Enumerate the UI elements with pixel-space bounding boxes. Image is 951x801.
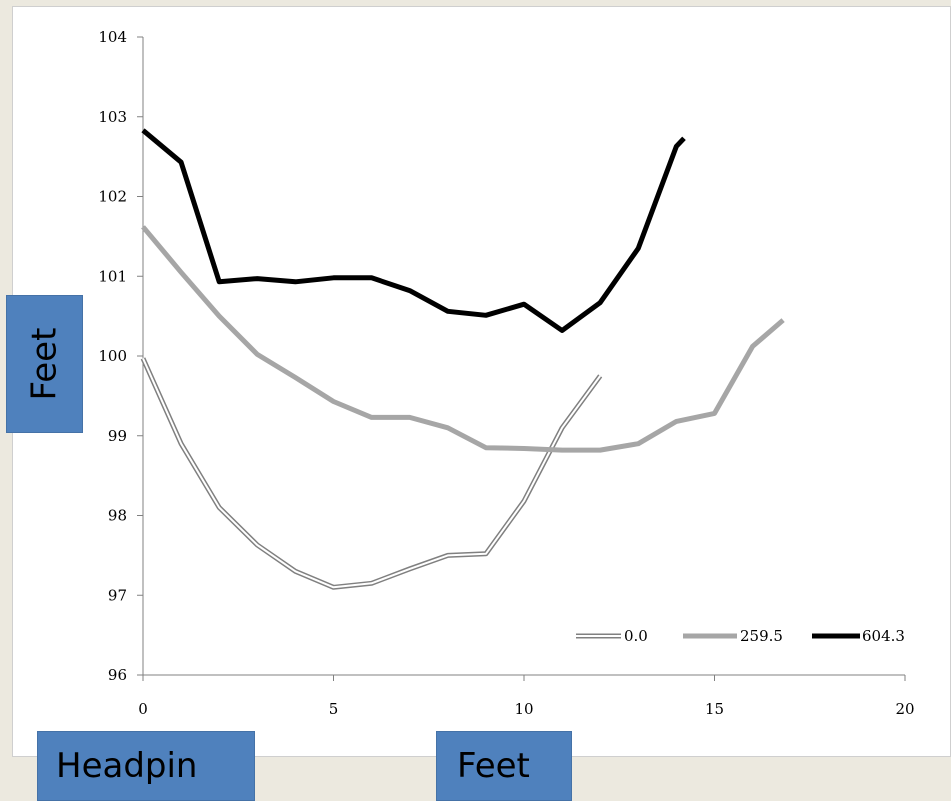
legend-label: 259.5 <box>740 627 783 645</box>
y-tick-label: 99 <box>108 427 127 445</box>
y-tick-label: 97 <box>108 586 127 604</box>
y-tick-label: 104 <box>98 28 127 46</box>
y-tick-label: 98 <box>108 507 127 525</box>
series-line-0-0 <box>140 357 603 590</box>
y-tick-label: 101 <box>98 267 127 285</box>
x-tick-label: 0 <box>138 700 148 718</box>
chart-area <box>12 6 951 757</box>
y-axis-label: Feet <box>24 327 65 401</box>
y-tick-label: 100 <box>98 347 127 365</box>
series-line-604-3 <box>141 128 686 333</box>
x-axis-label: Feet <box>457 746 530 786</box>
x-axis-label-box: Feet <box>436 731 572 801</box>
x-tick-label: 20 <box>895 700 914 718</box>
x-tick-label: 5 <box>329 700 339 718</box>
y-tick-label: 103 <box>98 108 127 126</box>
y-axis-label-box: Feet <box>6 295 83 433</box>
y-tick-label: 102 <box>98 188 127 206</box>
series-line-259-5 <box>141 225 785 453</box>
x-tick-label: 10 <box>514 700 533 718</box>
series-line-0-0-inner <box>142 357 602 589</box>
x-tick-label: 15 <box>705 700 724 718</box>
legend-label: 604.3 <box>862 627 905 645</box>
headpin-label-box: Headpin <box>37 731 255 801</box>
headpin-label: Headpin <box>56 746 198 786</box>
y-tick-label: 96 <box>108 666 127 684</box>
legend-label: 0.0 <box>624 627 648 645</box>
